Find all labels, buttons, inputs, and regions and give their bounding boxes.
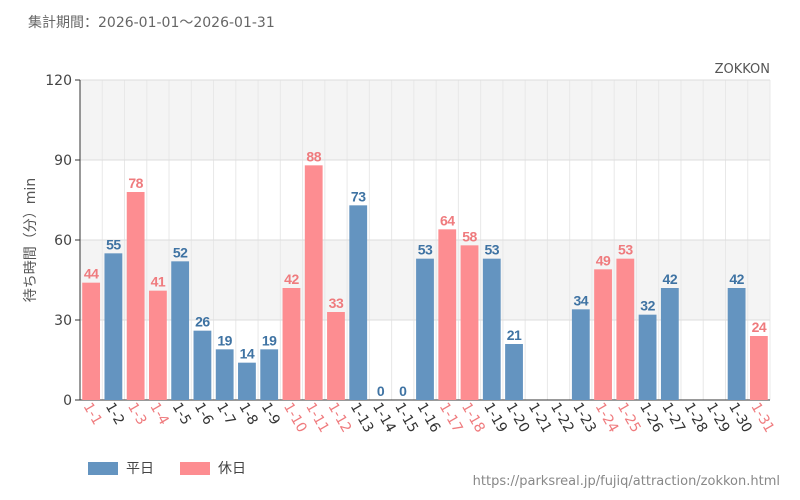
bar-value-label: 26 <box>195 314 210 330</box>
bar-value-label: 32 <box>640 298 655 314</box>
bar <box>282 288 301 400</box>
y-tick-label: 60 <box>54 233 72 249</box>
bar-value-label: 78 <box>128 175 143 191</box>
y-tick-label: 0 <box>63 393 72 409</box>
bar-value-label: 88 <box>306 148 321 164</box>
bar <box>260 349 279 400</box>
x-tick-label: 1-5 <box>169 400 194 428</box>
bar-value-label: 41 <box>151 274 166 290</box>
bar <box>505 344 523 400</box>
bar-value-label: 19 <box>217 332 232 348</box>
x-tick-label: 1-1 <box>80 400 105 428</box>
weekday-swatch <box>88 461 118 475</box>
bar <box>349 205 368 400</box>
source-url[interactable]: https://parksreal.jp/fujiq/attraction/zo… <box>472 474 780 489</box>
x-tick-label: 1-6 <box>191 400 216 428</box>
bar <box>616 258 635 400</box>
bar-value-label: 53 <box>418 242 433 258</box>
y-tick-label: 90 <box>54 153 72 169</box>
bar <box>126 192 145 400</box>
bar-value-label: 42 <box>284 271 299 287</box>
bar <box>104 253 123 400</box>
bar-value-label: 21 <box>507 327 522 343</box>
x-tick-label: 1-9 <box>258 400 283 428</box>
bar-value-label: 73 <box>351 188 366 204</box>
x-tick-label: 1-3 <box>124 400 149 428</box>
bar <box>82 282 101 400</box>
bar-value-label: 14 <box>240 346 255 362</box>
bar-value-label: 42 <box>663 271 678 287</box>
x-tick-label: 1-8 <box>235 400 260 428</box>
bar <box>438 229 457 400</box>
y-tick-label: 30 <box>54 313 72 329</box>
bar <box>171 261 190 400</box>
bar-value-label: 24 <box>752 319 767 335</box>
bar <box>304 165 323 400</box>
bar-value-label: 53 <box>618 242 633 258</box>
bar-value-label: 44 <box>84 266 99 282</box>
y-tick-label: 120 <box>45 73 72 89</box>
bar-value-label: 58 <box>462 228 477 244</box>
bar-value-label: 0 <box>399 383 407 399</box>
bar <box>416 258 434 400</box>
x-tick-label: 1-7 <box>213 400 238 428</box>
attraction-name: ZOKKON <box>714 62 770 77</box>
holiday-swatch <box>180 461 210 475</box>
bar <box>727 288 746 400</box>
legend-weekday[interactable]: 平日 <box>88 458 154 478</box>
bar <box>482 258 501 400</box>
legend-holiday[interactable]: 休日 <box>180 458 246 478</box>
bar-value-label: 64 <box>440 212 455 228</box>
bar <box>571 309 590 400</box>
period-label: 集計期間：2026-01-01～2026-01-31 <box>28 15 275 31</box>
bar-value-label: 33 <box>329 295 344 311</box>
bar-value-label: 19 <box>262 332 277 348</box>
bar <box>238 362 256 400</box>
bar <box>594 269 612 400</box>
bar-value-label: 49 <box>596 252 611 268</box>
y-axis-label: 待ち時間（分）min <box>23 178 39 302</box>
x-tick-label: 1-31 <box>747 400 777 436</box>
bar-value-label: 34 <box>574 292 589 308</box>
legend-holiday-label: 休日 <box>218 461 246 477</box>
bar <box>327 312 345 400</box>
x-tick-label: 1-4 <box>146 400 171 428</box>
bar <box>638 314 657 400</box>
bar <box>660 288 679 400</box>
legend: 平日 休日 <box>88 458 246 478</box>
bar-value-label: 55 <box>106 236 121 252</box>
bar-value-label: 0 <box>377 383 385 399</box>
bar <box>460 245 479 400</box>
legend-weekday-label: 平日 <box>126 461 154 477</box>
bar <box>215 349 234 400</box>
bar-value-label: 52 <box>173 244 188 260</box>
bar-value-label: 42 <box>729 271 744 287</box>
bar <box>149 290 167 400</box>
bar-value-label: 53 <box>484 242 499 258</box>
bar <box>749 336 768 400</box>
bar <box>193 330 212 400</box>
x-tick-label: 1-2 <box>102 400 127 428</box>
band-90-120 <box>80 80 770 160</box>
